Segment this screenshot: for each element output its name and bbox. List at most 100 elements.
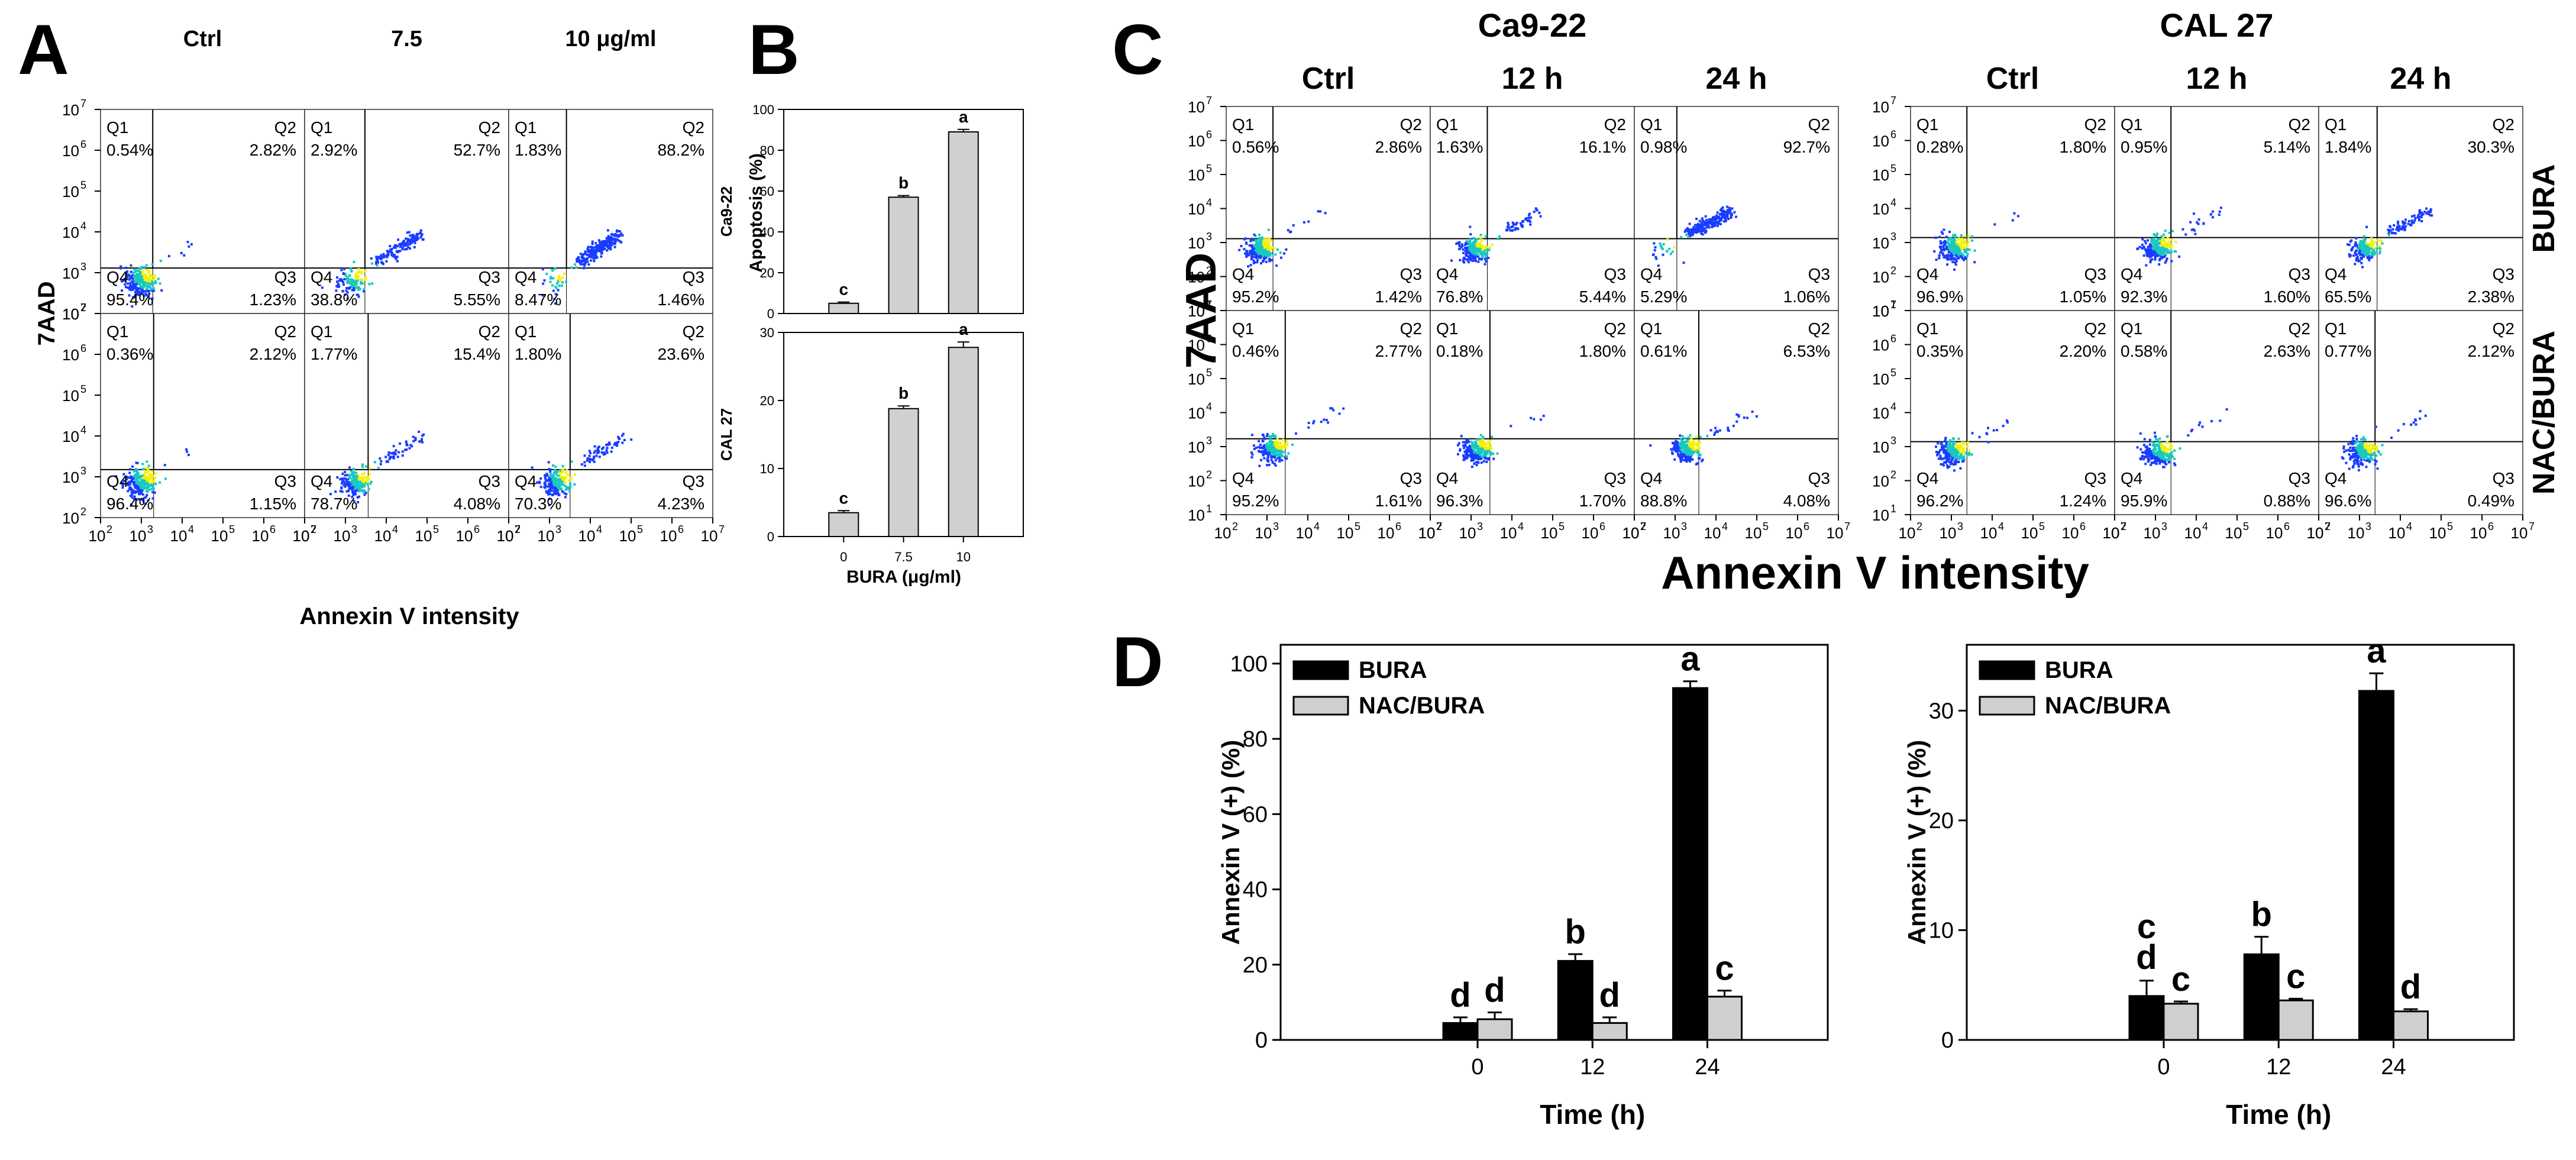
cell-event	[1274, 444, 1277, 447]
cell-event	[1732, 424, 1735, 427]
cell-event	[1947, 248, 1950, 251]
cell-event	[363, 484, 366, 487]
cell-event	[1947, 256, 1950, 259]
cell-event	[1953, 460, 1956, 463]
x-tick-label: 7.5	[894, 550, 913, 564]
cell-event	[2167, 240, 2170, 243]
cell-event	[1711, 220, 1714, 223]
cell-event	[1263, 457, 1266, 460]
cell-event	[1675, 450, 1678, 453]
q3-label: Q3	[2493, 265, 2514, 283]
cell-event	[554, 486, 557, 489]
cell-event	[1466, 240, 1469, 243]
y-tick-label: 10	[1188, 133, 1205, 150]
cell-event	[2361, 248, 2364, 251]
cell-event	[2375, 247, 2378, 250]
cell-event	[575, 266, 578, 269]
plot-frame	[304, 313, 509, 518]
cell-event	[1727, 218, 1730, 221]
cell-event	[1955, 260, 1958, 263]
cell-event	[591, 243, 594, 245]
cell-event	[344, 474, 347, 477]
cell-event	[358, 484, 361, 487]
cell-event	[141, 463, 144, 466]
q1-label: Q1	[1436, 319, 1458, 338]
cell-event	[1530, 216, 1533, 219]
y-axis-label: Apoptosis (%)	[746, 153, 766, 273]
cell-event	[1953, 454, 1956, 457]
cell-event	[1968, 449, 1971, 452]
q1-value: 1.63%	[1436, 138, 1483, 156]
cell-event	[134, 276, 137, 279]
cell-event	[2145, 252, 2148, 255]
cell-event	[1696, 445, 1699, 448]
cell-event	[1246, 252, 1249, 255]
cell-event	[2355, 257, 2358, 260]
cell-event	[389, 455, 392, 458]
cell-event	[357, 275, 360, 278]
cell-event	[1708, 218, 1711, 221]
cell-event	[1327, 421, 1330, 424]
cell-event	[127, 282, 130, 285]
cell-event	[149, 275, 152, 278]
cell-event	[1970, 453, 1973, 456]
q2-value: 2.77%	[1375, 342, 1422, 360]
cell-event	[2412, 221, 2415, 224]
cell-event	[570, 476, 573, 479]
cell-event	[157, 277, 160, 280]
q2-value: 30.3%	[2468, 138, 2514, 156]
cell-event	[2152, 452, 2155, 455]
y-tick-exponent: 4	[80, 424, 86, 436]
y-tick-label: 10	[1872, 302, 1889, 320]
cell-event	[2158, 238, 2161, 241]
cell-event	[1476, 242, 1479, 245]
q4-label: Q4	[311, 268, 332, 286]
cell-event	[1266, 240, 1269, 243]
cell-event	[605, 240, 608, 243]
cell-event	[1942, 253, 1945, 256]
cell-event	[2422, 213, 2425, 216]
cell-event	[593, 253, 596, 256]
x-tick-exponent: 3	[147, 524, 153, 535]
cell-event	[1462, 441, 1465, 444]
x-tick-exponent: 4	[2202, 521, 2208, 532]
y-tick-label: 10	[1872, 438, 1889, 456]
cell-event	[2150, 255, 2152, 258]
cell-event	[1273, 455, 1276, 458]
y-tick-label: 10	[1872, 166, 1889, 184]
x-axis-label: Annexin V intensity	[299, 603, 519, 629]
cell-event	[130, 476, 133, 479]
cell-event	[143, 280, 146, 283]
cell-event	[593, 249, 596, 252]
cell-event	[1673, 245, 1676, 248]
y-tick-exponent: 4	[1890, 197, 1896, 209]
cell-event	[386, 460, 389, 463]
cell-event	[601, 244, 604, 247]
cell-event	[552, 482, 555, 484]
cell-event	[2160, 251, 2163, 254]
cell-event	[392, 455, 395, 458]
cell-event	[134, 484, 137, 487]
cell-event	[555, 493, 558, 496]
cell-event	[1936, 454, 1939, 457]
cell-event	[1949, 237, 1952, 240]
cell-event	[1692, 231, 1695, 234]
cell-event	[153, 289, 156, 292]
cell-event	[2155, 251, 2158, 254]
q3-label: Q3	[2084, 469, 2106, 487]
cell-event	[375, 256, 378, 259]
cell-event	[1946, 445, 1949, 448]
cell-event	[329, 493, 332, 496]
cell-event	[2361, 251, 2364, 254]
cell-event	[1285, 439, 1288, 442]
cell-event	[340, 279, 343, 282]
cell-event	[1661, 247, 1664, 250]
cell-event	[1319, 210, 1322, 213]
y-tick-exponent: 6	[1890, 333, 1896, 345]
cell-event	[2164, 459, 2167, 462]
cell-event	[1939, 449, 1942, 452]
cell-event	[1701, 460, 1704, 463]
cell-event	[550, 276, 552, 279]
